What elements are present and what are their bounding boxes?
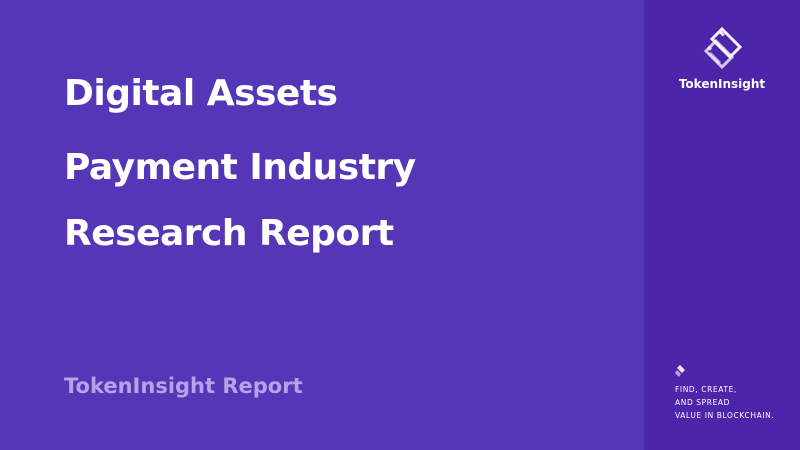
brand-sidebar [644,0,800,450]
tagline-line-1: FIND, CREATE, [675,385,737,394]
brand-name: TokenInsight [678,77,766,91]
tagline-line-3: VALUE IN BLOCKCHAIN. [675,411,775,420]
tagline-line-2: AND SPREAD [675,398,731,407]
title-line-2: Payment Industry [64,147,416,188]
report-subtitle: TokenInsight Report [64,374,303,398]
tokeninsight-logo-icon [703,27,743,70]
tokeninsight-mark-icon [675,365,685,377]
title-line-1: Digital Assets [64,73,338,114]
title-line-3: Research Report [64,213,394,254]
brand-tagline: FIND, CREATE, AND SPREAD VALUE IN BLOCKC… [675,383,774,422]
